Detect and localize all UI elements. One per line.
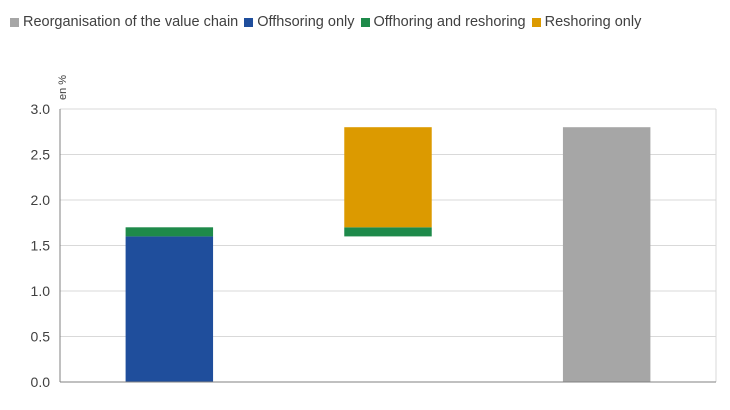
chart-legend: Reorganisation of the value chain Offhso…	[10, 14, 647, 30]
legend-item-reshoring-only: Reshoring only	[531, 14, 642, 30]
bar-reshoring-2	[344, 127, 432, 228]
y-tick-label: 2.0	[31, 192, 51, 208]
legend-label-reshoring-only: Reshoring only	[544, 14, 642, 30]
bar-offshoring-1	[125, 236, 214, 382]
legend-swatch-reshoring-only	[531, 17, 541, 27]
legend-item-reorganisation: Reorganisation of the value chain	[10, 14, 238, 30]
y-tick-label: 2.5	[31, 147, 51, 163]
bars	[125, 127, 651, 382]
legend-label-offshoring-and-reshoring: Offhoring and reshoring	[373, 14, 526, 30]
bar-both-1	[125, 227, 214, 237]
legend-item-offshoring-only: Offhsoring only	[244, 14, 355, 30]
legend-swatch-offshoring-and-reshoring	[360, 17, 370, 27]
legend-item-offshoring-and-reshoring: Offhoring and reshoring	[360, 14, 526, 30]
y-tick-label: 3.0	[31, 101, 51, 117]
bar-both-2	[344, 227, 432, 237]
bar-reorg-3	[562, 127, 651, 382]
y-tick-label: 1.0	[31, 283, 51, 299]
legend-label-reorganisation: Reorganisation of the value chain	[23, 14, 239, 30]
axes: 0.0 0.5 1.0 1.5 2.0 2.5 3.0	[31, 101, 716, 390]
y-tick-label: 1.5	[31, 238, 51, 254]
legend-swatch-reorganisation	[10, 17, 19, 27]
y-tick-label: 0.5	[31, 329, 51, 345]
unit-label: en %	[57, 75, 69, 100]
y-tick-label: 0.0	[31, 374, 51, 390]
legend-swatch-offshoring-only	[244, 17, 254, 27]
legend-label-offshoring-only: Offhsoring only	[257, 14, 355, 30]
